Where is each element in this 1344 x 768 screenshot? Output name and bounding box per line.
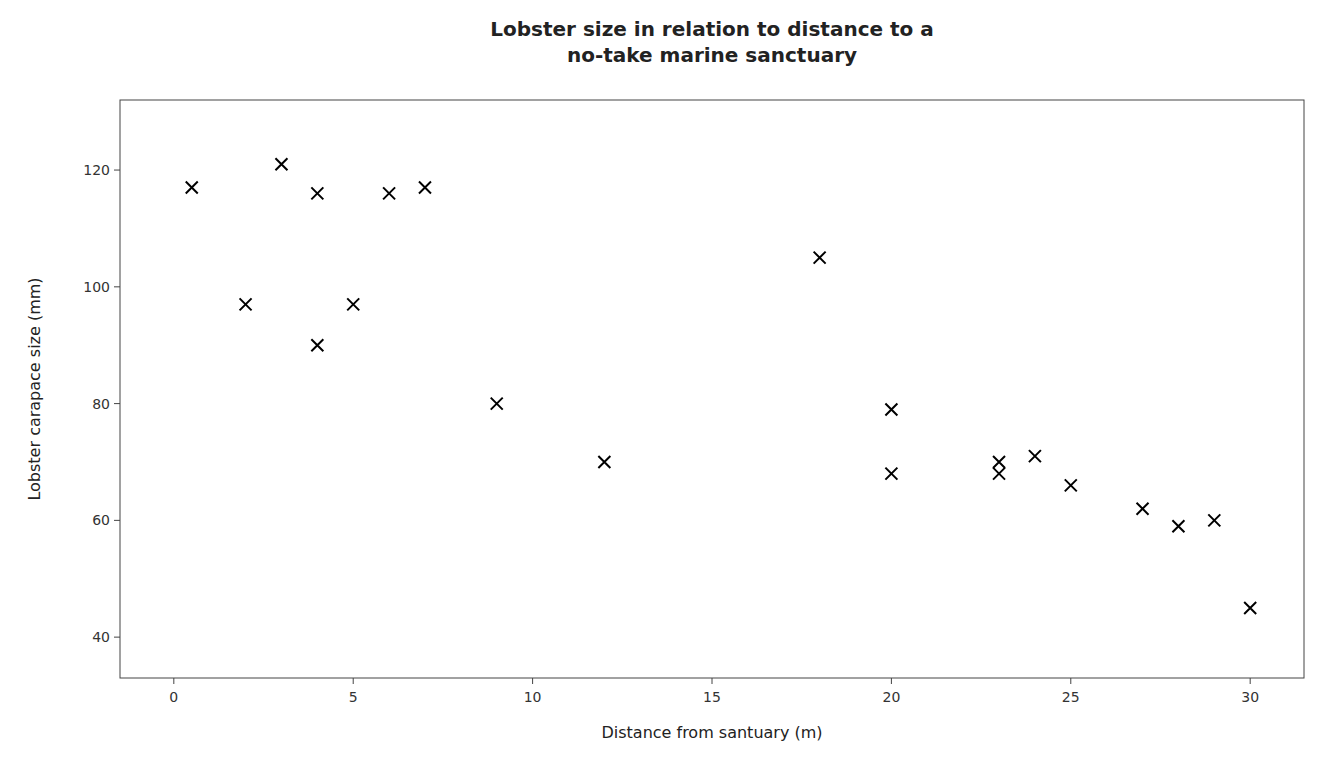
point <box>311 339 323 351</box>
y-axis-label: Lobster carapace size (mm) <box>25 277 44 500</box>
x-tick <box>891 678 892 684</box>
x-tick <box>353 678 354 684</box>
x-tick <box>1250 678 1251 684</box>
point <box>1137 503 1149 515</box>
point <box>1244 602 1256 614</box>
point <box>275 158 287 170</box>
point <box>993 456 1005 468</box>
point <box>419 182 431 194</box>
title: Lobster size in relation to distance to … <box>490 17 934 67</box>
y-tick-label: 60 <box>92 512 110 528</box>
point <box>186 182 198 194</box>
x-tick <box>1070 678 1071 684</box>
title-line: no-take marine sanctuary <box>567 43 857 67</box>
x-tick-label: 5 <box>349 689 358 705</box>
y-tick <box>114 637 120 638</box>
point <box>885 403 897 415</box>
point <box>491 398 503 410</box>
title-line: Lobster size in relation to distance to … <box>490 17 934 41</box>
x-tick-label: 15 <box>703 689 721 705</box>
y-tick <box>114 170 120 171</box>
x-tick-label: 0 <box>169 689 178 705</box>
x-tick-label: 30 <box>1241 689 1259 705</box>
y-tick-label: 120 <box>83 162 110 178</box>
y-tick <box>114 520 120 521</box>
point <box>885 468 897 480</box>
x-axis-label: Distance from santuary (m) <box>601 723 822 742</box>
point <box>383 187 395 199</box>
y-tick-label: 40 <box>92 629 110 645</box>
plot-frame <box>120 100 1304 678</box>
point <box>1172 520 1184 532</box>
x-tick-label: 25 <box>1062 689 1080 705</box>
point <box>1029 450 1041 462</box>
chart: Lobster size in relation to distance to … <box>0 0 1344 768</box>
point <box>1208 514 1220 526</box>
x-tick-label: 20 <box>882 689 900 705</box>
point <box>814 252 826 264</box>
x-tick <box>173 678 174 684</box>
x-tick <box>532 678 533 684</box>
x-tick <box>712 678 713 684</box>
y-tick <box>114 286 120 287</box>
y-tick-label: 100 <box>83 279 110 295</box>
point <box>240 298 252 310</box>
point <box>347 298 359 310</box>
point <box>1065 479 1077 491</box>
point <box>598 456 610 468</box>
x-tick-label: 10 <box>524 689 542 705</box>
points <box>186 158 1256 614</box>
y-tick <box>114 403 120 404</box>
y-tick-label: 80 <box>92 396 110 412</box>
point <box>311 187 323 199</box>
point <box>993 468 1005 480</box>
